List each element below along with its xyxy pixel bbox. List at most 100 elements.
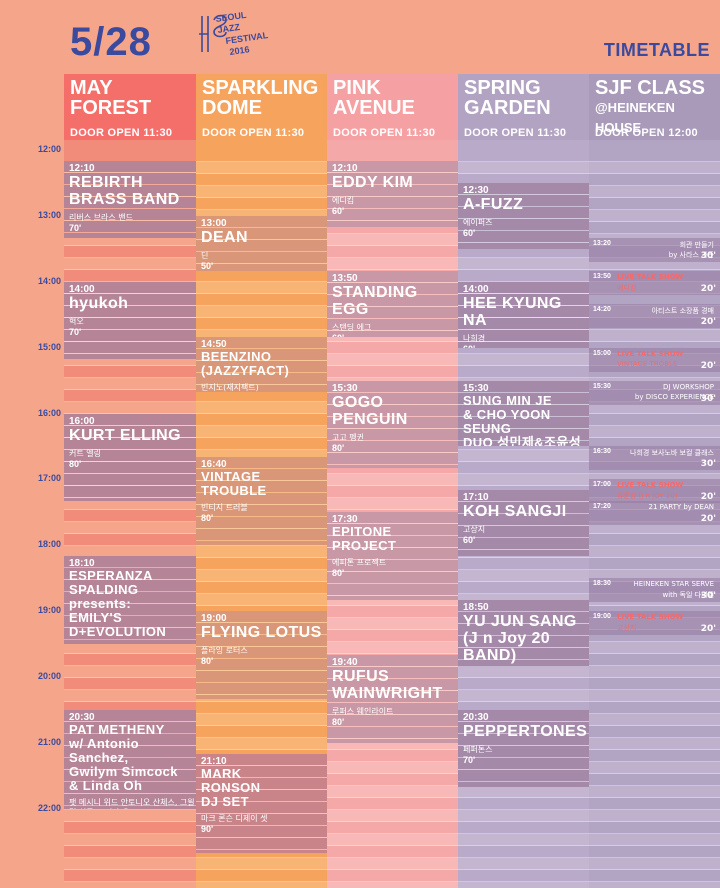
performance-block[interactable]: 15:30 SUNG MIN JE & CHO YOON SEUNG DUO 성민제&… — [458, 380, 589, 447]
grid-stripe — [196, 306, 327, 318]
performer-name-line: A-FUZZ — [463, 195, 524, 213]
grid-stripe — [589, 426, 720, 438]
grid-stripe — [589, 870, 720, 882]
performance-duration: 60' — [463, 227, 476, 238]
class-session[interactable]: 19:00 LIVE TALK SHOW 고상지 20' — [589, 611, 720, 636]
grid-stripe — [327, 786, 458, 798]
grid-stripe — [327, 822, 458, 834]
hour-label: 12:00 — [38, 144, 62, 154]
performer-name-line: DJ SET — [201, 793, 249, 809]
performance-block[interactable]: 16:40 VINTAGE TROUBLE 빈티지 트러블 80' — [196, 457, 327, 546]
performer-name: A-FUZZ — [463, 196, 589, 213]
stage-title-line: MAY — [70, 77, 113, 99]
performance-block[interactable]: 12:10 EDDY KIM 에디킴 60' — [327, 160, 458, 227]
stage-column: SPRING GARDEN DOOR OPEN 11:30 12:30 A-FUZZ 에이… — [458, 74, 589, 888]
performer-name-korean: 마크 론슨 디제이 셋 — [201, 813, 268, 823]
performer-name: PAT METHENY w/ Antonio Sanchez, Gwilym Sim… — [69, 721, 196, 793]
class-session[interactable]: 13:20 회관 만들기 by 사라스 가든 30' — [589, 237, 720, 262]
performance-block[interactable]: 17:10 KOH SANGJI 고상지 60' — [458, 490, 589, 557]
performance-block[interactable]: 18:10 ESPERANZA SPALDING presents: EMILY'S D… — [64, 556, 196, 645]
grid-stripe — [327, 354, 458, 366]
performance-duration: 80' — [201, 656, 214, 667]
class-session[interactable]: 14:20 아티스트 소장품 경매 20' — [589, 303, 720, 328]
grid-stripe — [64, 666, 196, 678]
performer-name: ESPERANZA SPALDING presents: EMILY'S D+EVOL… — [69, 569, 196, 639]
grid-stripe — [64, 882, 196, 888]
performer-name-korean: 나희경 — [463, 333, 486, 343]
grid-stripe — [589, 330, 720, 342]
grid-stripe — [327, 618, 458, 630]
grid-stripe — [458, 858, 589, 870]
performance-block[interactable]: 13:00 DEAN 딘 50' — [196, 215, 327, 271]
performer-name-korean: 플라잉 로터스 — [201, 646, 248, 656]
performance-block[interactable]: 21:10 MARK RONSON DJ SET 마크 론슨 디제이 셋 90' — [196, 753, 327, 853]
session-duration: 20' — [700, 283, 716, 294]
session-time: 16:30 — [593, 448, 611, 456]
performance-block[interactable]: 15:30 GOGO PENGUIN 고고 펭귄 80' — [327, 380, 458, 469]
grid-stripe — [196, 546, 327, 558]
performance-block[interactable]: 19:00 FLYING LOTUS 플라잉 로터스 80' — [196, 611, 327, 699]
performer-name-korean: 루퍼스 웨인라이트 — [332, 707, 394, 717]
grid-stripe — [196, 150, 327, 162]
grid-stripe — [196, 198, 327, 210]
performance-duration: 60' — [332, 333, 458, 337]
grid-stripe — [458, 270, 589, 282]
performance-duration: 80' — [332, 568, 345, 579]
hour-label: 20:00 — [38, 671, 62, 682]
grid-stripe — [458, 162, 589, 174]
performance-time: 13:00 — [201, 217, 227, 229]
performance-block[interactable]: 20:30 PAT METHENY w/ Antonio Sanchez, Gwily… — [64, 709, 196, 809]
class-session[interactable]: 17:00 LIVE TALK SHOW 유준상 (J n JOY 20) 20' — [589, 479, 720, 504]
class-session[interactable]: 18:30 HEINEKEN STAR SERVE with 독일 다니엘 30' — [589, 578, 720, 603]
grid-stripe — [589, 810, 720, 822]
performance-block[interactable]: 19:40 RUFUS WAINWRIGHT 루퍼스 웨인라이트 80' — [327, 655, 458, 743]
grid-stripe — [458, 870, 589, 882]
performance-block[interactable]: 16:00 KURT ELLING 커트 엘링 80' — [64, 413, 196, 502]
performance-block[interactable]: 14:00 hyukoh 혁오 70' — [64, 281, 196, 359]
performance-duration: 70' — [69, 326, 82, 337]
grid-stripe — [589, 678, 720, 690]
performer-name-line: GOGO PENGUIN — [332, 393, 408, 428]
grid-stripe — [196, 882, 327, 888]
class-session[interactable]: 15:00 LIVE TALK SHOW VINTAGE TROBLE 20' — [589, 347, 720, 372]
grid-stripe — [589, 222, 720, 234]
stage-header: SPARKLING DOME DOOR OPEN 11:30 — [196, 74, 327, 140]
performer-name-korean: 빈티지 트러블 — [201, 503, 248, 513]
performer-name-line: YU JUN SANG — [463, 613, 577, 631]
performance-time: 18:10 — [69, 558, 95, 570]
grid-stripe — [64, 270, 196, 282]
grid-stripe — [589, 174, 720, 186]
performance-time: 16:00 — [69, 415, 95, 427]
performer-name-line: presents: — [69, 596, 132, 612]
grid-stripe — [589, 186, 720, 198]
grid-stripe — [64, 534, 196, 546]
grid-stripe — [64, 522, 196, 534]
class-session[interactable]: 15:30 DJ WORKSHOP by DISCO EXPERIENCE 30' — [589, 380, 720, 405]
performer-name-line: PAT METHENY — [69, 721, 165, 737]
grid-stripe — [327, 630, 458, 642]
performance-duration: 80' — [332, 442, 345, 453]
grid-stripe — [458, 474, 589, 486]
performance-time: 15:30 — [463, 382, 489, 394]
grid-stripe — [589, 798, 720, 810]
session-duration: 20' — [700, 360, 716, 371]
performer-name-line: REBIRTH — [69, 173, 143, 191]
grid-stripe — [589, 726, 720, 738]
grid-stripe — [196, 402, 327, 414]
class-session[interactable]: 13:50 LIVE TALK SHOW 에디킴 20' — [589, 270, 720, 295]
performance-block[interactable]: 20:30 PEPPERTONES 페퍼톤스 70' — [458, 709, 589, 787]
grid-stripe — [589, 666, 720, 678]
performance-block[interactable]: 12:30 A-FUZZ 에이퍼즈 60' — [458, 182, 589, 249]
stage-header: SJF CLASS @HEINEKEN HOUSE DOOR OPEN 12:00 — [589, 74, 720, 140]
door-open-time: DOOR OPEN 11:30 — [333, 127, 436, 139]
grid-stripe — [458, 666, 589, 678]
performance-block[interactable]: 17:30 EPITONE PROJECT 에피톤 프로젝트 80' — [327, 512, 458, 601]
performance-block[interactable]: 12:10 REBIRTH BRASS BAND 리버스 브라스 밴드 70' — [64, 160, 196, 238]
class-session[interactable]: 16:30 나희경 보사노바 보컬 클래스 30' — [589, 446, 720, 471]
grid-stripe — [64, 810, 196, 822]
class-session[interactable]: 17:20 21 PARTY by DEAN 20' — [589, 501, 720, 526]
